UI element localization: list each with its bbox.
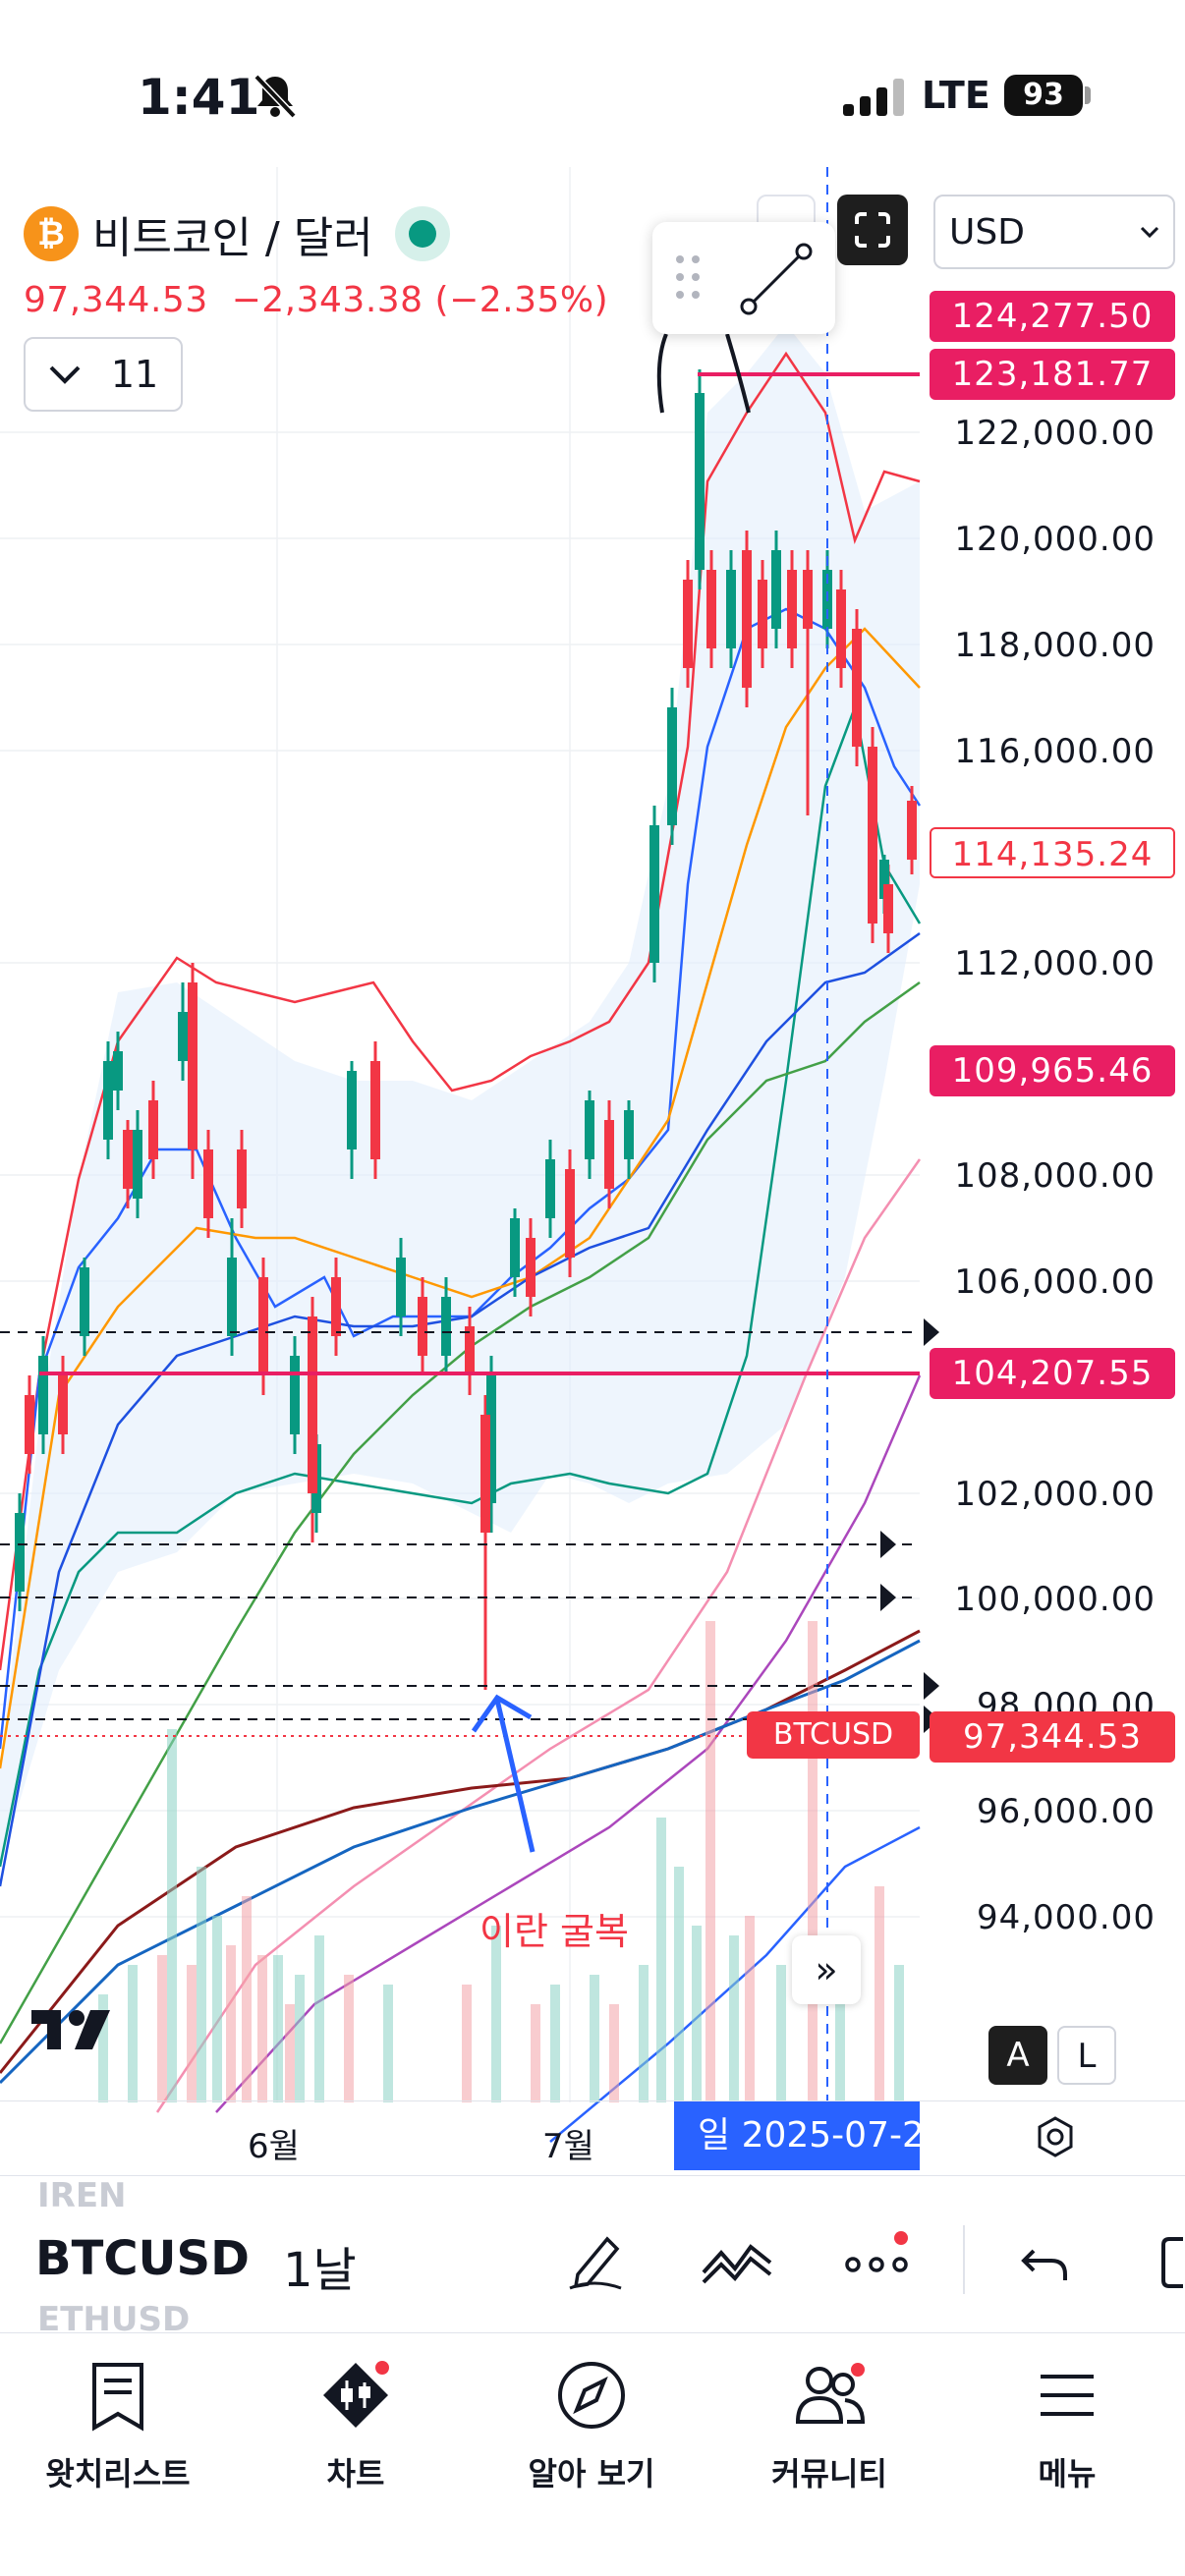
nav-community[interactable]: 커뮤니티 — [711, 2359, 947, 2494]
drawing-pen-icon[interactable] — [564, 2229, 627, 2292]
nav-watchlist[interactable]: 왓치리스트 — [0, 2359, 236, 2494]
price-label-108000: 108,000.00 — [954, 1156, 1156, 1196]
current-ticker[interactable]: BTCUSD — [35, 2231, 250, 2286]
current-interval[interactable]: 1날 — [283, 2243, 357, 2298]
toolbar-separator — [963, 2225, 965, 2294]
crosshair-date-badge: 일 2025-07-2 — [674, 2101, 920, 2170]
community-icon — [795, 2367, 866, 2424]
drawing-toolbar-popup[interactable] — [652, 222, 835, 334]
notification-dot — [375, 2361, 389, 2375]
auto-scale-toggle[interactable]: A — [988, 2026, 1047, 2085]
price-label-102000: 102,000.00 — [954, 1475, 1156, 1514]
price-change: −2,343.38 (−2.35%) — [231, 280, 609, 320]
fullscreen-icon[interactable] — [1156, 2229, 1185, 2292]
indicators-collapse-button[interactable]: 11 — [24, 337, 183, 412]
symbol-header[interactable]: ₿ 비트코인 / 달러 — [24, 204, 450, 263]
price-label-94000: 94,000.00 — [976, 1898, 1156, 1937]
bottom-navigation: 왓치리스트 차트 알아 보기 커뮤니티 — [0, 2332, 1185, 2576]
ticker-ghost-above[interactable]: IREN — [37, 2176, 127, 2215]
nav-menu[interactable]: 메뉴 — [949, 2359, 1185, 2494]
price-label-96000: 96,000.00 — [976, 1792, 1156, 1831]
settings-gear-icon[interactable] — [1034, 2115, 1077, 2158]
price-change-row: 97,344.53 −2,343.38 (−2.35%) — [24, 280, 608, 320]
scroll-to-realtime-button[interactable]: » — [792, 1935, 861, 2004]
chevron-down-icon — [49, 365, 81, 384]
more-options-icon[interactable] — [843, 2229, 912, 2292]
bitcoin-icon: ₿ — [24, 206, 79, 261]
notification-dot — [894, 2231, 908, 2245]
price-badge-support: 104,207.55 — [930, 1348, 1175, 1399]
nav-label-chart: 차트 — [326, 2455, 385, 2492]
symbol-title: 비트코인 / 달러 — [92, 213, 373, 263]
bell-muted-icon — [254, 74, 297, 119]
price-badge-line: 123,181.77 — [930, 349, 1175, 400]
chart-annotation-text: 이란 굴복 — [480, 1910, 629, 1953]
price-badge-mid: 109,965.46 — [930, 1045, 1175, 1096]
price-badge-ma: 114,135.24 — [930, 827, 1175, 878]
currency-value: USD — [949, 211, 1025, 252]
compass-icon — [558, 2362, 625, 2429]
fullscreen-button[interactable] — [837, 195, 908, 265]
price-label-100000: 100,000.00 — [954, 1580, 1156, 1619]
price-badge-high: 124,277.50 — [930, 291, 1175, 342]
status-time: 1:41 — [138, 69, 260, 126]
price-badge-last: 97,344.53 — [930, 1711, 1175, 1763]
nav-label-community: 커뮤니티 — [771, 2455, 887, 2492]
indicator-count: 11 — [110, 353, 159, 396]
price-label-106000: 106,000.00 — [954, 1262, 1156, 1302]
time-axis[interactable]: 6월 7월 일 2025-07-2 — [0, 2100, 1185, 2175]
log-scale-toggle[interactable]: L — [1057, 2026, 1116, 2085]
time-label-july: 7월 — [542, 2127, 594, 2166]
nav-label-watchlist: 왓치리스트 — [45, 2455, 191, 2492]
price-label-118000: 118,000.00 — [954, 626, 1156, 665]
price-chart[interactable] — [0, 167, 1185, 2171]
currency-select[interactable]: USD — [933, 195, 1175, 269]
price-label-120000: 120,000.00 — [954, 520, 1156, 559]
last-price-symbol-tag: BTCUSD — [747, 1711, 920, 1759]
battery-indicator: 93 — [1004, 75, 1083, 116]
drag-handle-icon[interactable] — [670, 250, 709, 308]
price-label-116000: 116,000.00 — [954, 732, 1156, 771]
market-open-icon — [394, 206, 450, 261]
nav-label-explore: 알아 보기 — [528, 2455, 655, 2492]
signal-icon — [843, 79, 904, 116]
watchlist-icon — [92, 2363, 143, 2432]
nav-label-menu: 메뉴 — [1038, 2455, 1097, 2492]
time-label-june: 6월 — [248, 2127, 300, 2166]
fullscreen-icon — [855, 212, 890, 248]
trend-line-icon[interactable] — [737, 240, 816, 318]
hamburger-menu-icon — [1041, 2375, 1094, 2416]
nav-explore[interactable]: 알아 보기 — [474, 2359, 709, 2494]
symbol-toolbar: IREN BTCUSD 1날 ETHUSD — [0, 2175, 1185, 2339]
chevron-down-icon — [1140, 226, 1159, 239]
price-label-112000: 112,000.00 — [954, 944, 1156, 983]
indicators-icon[interactable] — [700, 2229, 774, 2292]
network-type: LTE — [922, 74, 990, 117]
last-price: 97,344.53 — [24, 280, 208, 320]
nav-chart[interactable]: 차트 — [238, 2359, 474, 2494]
status-bar: 1:41 LTE 93 — [0, 0, 1185, 187]
notification-dot — [851, 2363, 865, 2377]
chart-candles-icon — [323, 2363, 388, 2428]
price-label-122000: 122,000.00 — [954, 414, 1156, 453]
battery-nub — [1085, 86, 1091, 104]
undo-icon[interactable] — [1018, 2229, 1073, 2292]
tradingview-logo — [31, 2010, 110, 2049]
